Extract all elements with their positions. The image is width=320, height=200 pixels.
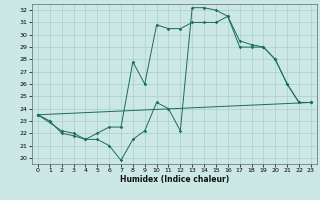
X-axis label: Humidex (Indice chaleur): Humidex (Indice chaleur)	[120, 175, 229, 184]
